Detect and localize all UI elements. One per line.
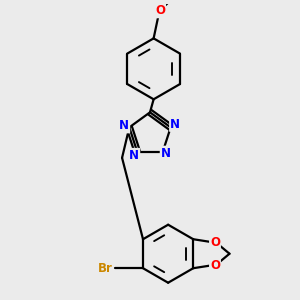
Text: N: N (170, 118, 180, 131)
Text: N: N (119, 119, 129, 132)
Text: N: N (161, 147, 171, 160)
Text: O: O (210, 236, 220, 249)
Text: Br: Br (98, 262, 113, 275)
Text: N: N (129, 149, 139, 162)
Text: O: O (155, 4, 165, 17)
Text: O: O (210, 259, 220, 272)
